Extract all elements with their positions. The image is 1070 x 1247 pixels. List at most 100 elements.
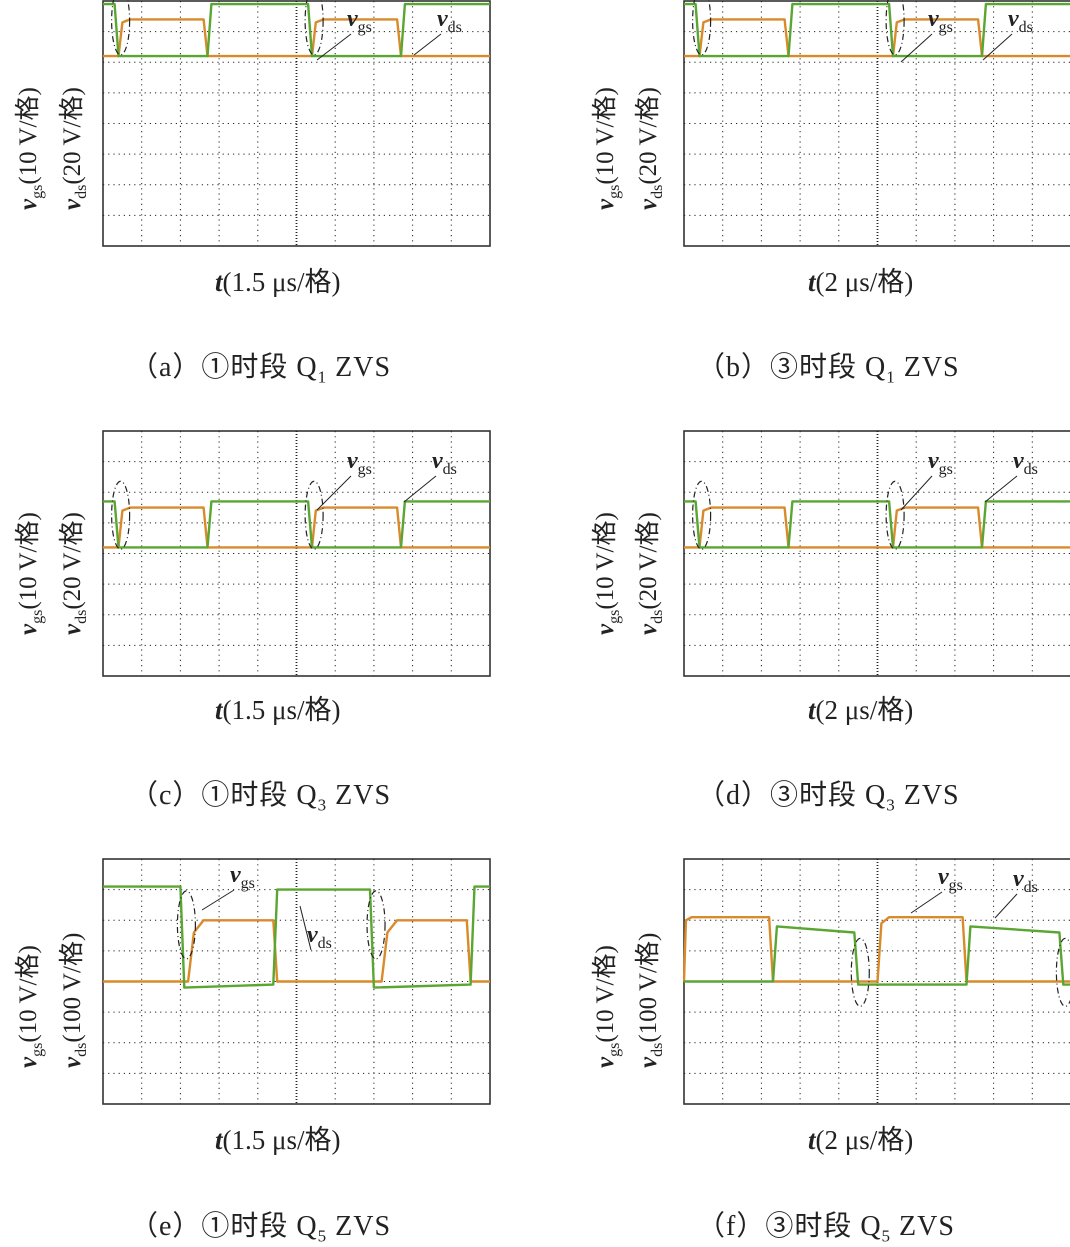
y-axis-label-vds: vds(20 V/格)	[628, 87, 667, 210]
vgs-callout-line	[201, 889, 235, 911]
zvs-marker-ellipse	[366, 890, 386, 960]
time-scale: (1.5 μs/格)	[222, 267, 341, 297]
vgs-scale: (10 V/格)	[15, 512, 42, 610]
caption-subscript: 1	[317, 367, 328, 387]
vgs-trace	[103, 919, 490, 983]
vds-symbol: v	[59, 198, 86, 210]
vds-subscript: ds	[649, 184, 666, 199]
vds-subscript: ds	[649, 1042, 666, 1057]
vds-trace	[103, 2, 490, 58]
zvs-marker-ellipse	[885, 480, 905, 550]
y-axis-label-vgs: vgs(10 V/格)	[8, 512, 47, 635]
t-symbol: t	[215, 695, 223, 725]
caption-suffix: ZVS	[895, 780, 960, 811]
vgs-callout-label: vgs	[347, 448, 372, 478]
caption-suffix: ZVS	[327, 780, 392, 811]
vgs-callout-label: vgs	[347, 6, 372, 36]
panel-caption: （a）①时段 Q1 ZVS	[130, 345, 391, 388]
vgs-symbol: v	[15, 1056, 42, 1068]
caption-text: （a）①时段 Q	[130, 352, 318, 383]
scope-plot: vgs vds	[102, 0, 491, 247]
vgs-subscript: gs	[29, 609, 46, 624]
vgs-scale: (10 V/格)	[15, 945, 42, 1043]
vds-subscript: ds	[73, 1042, 90, 1057]
zvs-marker-ellipse	[692, 0, 712, 56]
caption-suffix: ZVS	[327, 1211, 392, 1242]
caption-suffix: ZVS	[327, 352, 392, 383]
x-axis-label: t(1.5 μs/格)	[215, 1118, 340, 1157]
vgs-symbol: v	[15, 198, 42, 210]
vgs-symbol: v	[592, 198, 619, 210]
vgs-trace	[683, 916, 1070, 983]
vgs-scale: (10 V/格)	[592, 87, 619, 185]
vgs-scale: (10 V/格)	[592, 945, 619, 1043]
caption-text: （c）①时段 Q	[130, 780, 318, 811]
vds-scale: (20 V/格)	[635, 87, 662, 185]
vgs-subscript: gs	[29, 1042, 46, 1057]
zvs-marker-ellipse	[850, 937, 870, 1007]
vgs-callout-line	[316, 475, 352, 511]
vgs-callout-line	[316, 33, 352, 61]
vds-symbol: v	[635, 623, 662, 635]
vds-subscript: ds	[649, 609, 666, 624]
y-axis-label-vds: vds(100 V/格)	[628, 933, 667, 1068]
caption-subscript: 5	[881, 1226, 892, 1246]
y-axis-label-vds: vds(20 V/格)	[628, 512, 667, 635]
caption-subscript: 1	[886, 367, 896, 387]
vds-scale: (20 V/格)	[59, 87, 86, 185]
vds-callout-label: vds	[437, 6, 462, 36]
x-axis-label: t(2 μs/格)	[808, 1118, 913, 1157]
vgs-subscript: gs	[606, 1042, 623, 1057]
zvs-marker-ellipse	[304, 480, 324, 550]
caption-text: （b）③时段 Q	[697, 352, 887, 383]
zvs-marker-ellipse	[692, 480, 712, 550]
panel-caption: （d）③时段 Q3 ZVS	[697, 773, 960, 816]
t-symbol: t	[215, 1125, 223, 1155]
caption-text: （f）③时段 Q	[697, 1211, 882, 1242]
y-axis-label-vds: vds(20 V/格)	[52, 512, 91, 635]
vgs-symbol: v	[592, 1056, 619, 1068]
vds-scale: (20 V/格)	[635, 512, 662, 610]
y-axis-label-vgs: vgs(10 V/格)	[585, 512, 624, 635]
vds-scale: (100 V/格)	[59, 932, 86, 1043]
y-axis-label-vgs: vgs(10 V/格)	[8, 87, 47, 210]
y-axis-label-vgs: vgs(10 V/格)	[585, 945, 624, 1068]
vds-scale: (20 V/格)	[59, 512, 86, 610]
vds-callout-line	[994, 893, 1018, 919]
x-axis-label: t(1.5 μs/格)	[215, 260, 340, 299]
vds-callout-line	[984, 475, 1018, 503]
time-scale: (1.5 μs/格)	[222, 1125, 341, 1155]
y-axis-label-vds: vds(20 V/格)	[52, 87, 91, 210]
t-symbol: t	[808, 695, 816, 725]
x-axis-label: t(1.5 μs/格)	[215, 688, 340, 727]
vds-callout-line	[403, 475, 437, 503]
vds-trace	[684, 925, 1070, 986]
vds-subscript: ds	[73, 184, 90, 199]
vgs-subscript: gs	[606, 609, 623, 624]
zvs-marker-ellipse	[1055, 937, 1070, 1007]
vds-callout-line	[299, 905, 312, 951]
zvs-marker-ellipse	[304, 0, 324, 56]
caption-subscript: 5	[317, 1226, 328, 1246]
vgs-subscript: gs	[606, 184, 623, 199]
panel-caption: （e）①时段 Q5 ZVS	[130, 1204, 391, 1247]
vds-symbol: v	[59, 1056, 86, 1068]
vgs-subscript: gs	[29, 184, 46, 199]
vgs-scale: (10 V/格)	[592, 512, 619, 610]
caption-suffix: ZVS	[895, 352, 960, 383]
vgs-trace	[103, 506, 490, 549]
y-axis-label-vgs: vgs(10 V/格)	[8, 945, 47, 1068]
vds-trace	[684, 500, 1070, 549]
zvs-marker-ellipse	[111, 480, 131, 550]
zvs-marker-ellipse	[885, 0, 905, 56]
x-axis-label: t(2 μs/格)	[808, 688, 913, 727]
panel-caption: （c）①时段 Q3 ZVS	[130, 773, 391, 816]
caption-text: （e）①时段 Q	[130, 1211, 318, 1242]
vds-symbol: v	[635, 198, 662, 210]
vgs-callout-line	[910, 891, 943, 914]
